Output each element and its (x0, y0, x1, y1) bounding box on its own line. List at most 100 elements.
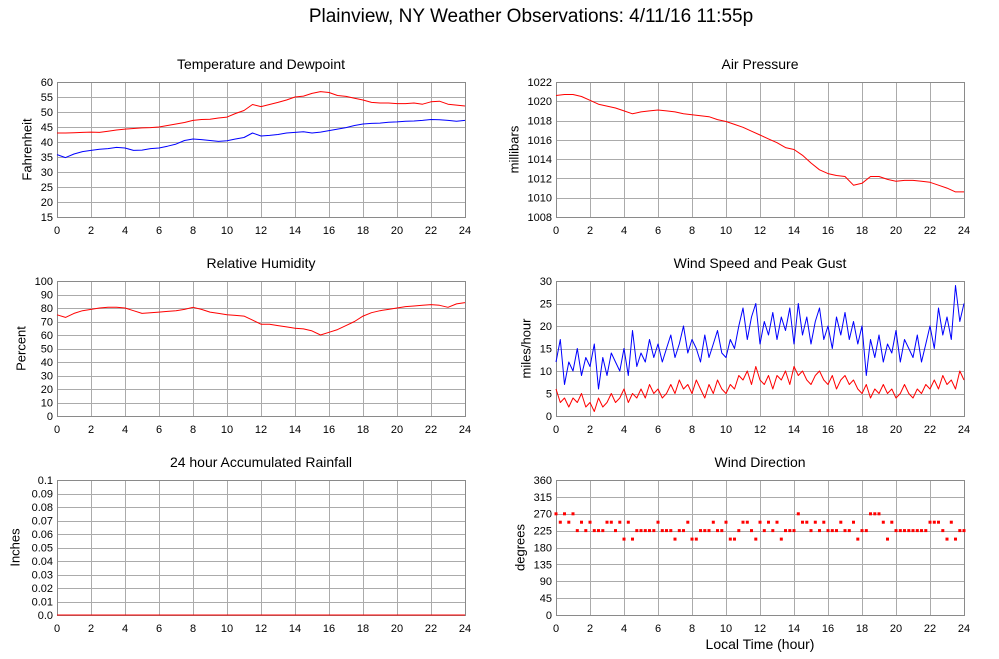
x-tick-label: 24 (958, 424, 970, 436)
y-tick-label: 20 (540, 321, 552, 333)
scatter-point (707, 529, 711, 533)
x-tick-label: 20 (890, 424, 902, 436)
scatter-point (860, 529, 864, 533)
x-tick-label: 22 (425, 424, 437, 436)
chart-wind-direction: 0 2 4 6 8 10 12 14 16 18 20 22 240459013518022527031… (513, 454, 971, 652)
scatter-point (869, 512, 872, 516)
scatter-point (724, 520, 728, 524)
x-tick-label: 14 (788, 225, 800, 237)
x-tick-label: 6 (156, 424, 162, 436)
y-tick-label: 20 (41, 197, 53, 209)
x-tick-label: 0 (54, 424, 60, 436)
x-tick-label: 16 (323, 424, 335, 436)
scatter-point (856, 537, 860, 541)
y-tick-label: 30 (41, 167, 53, 179)
x-tick-label: 20 (391, 225, 403, 237)
y-tick-label: 80 (41, 303, 53, 315)
y-tick-label: 15 (41, 212, 53, 224)
y-tick-label: 315 (534, 492, 552, 504)
scatter-point (648, 529, 651, 533)
y-tick-label: 90 (540, 576, 552, 588)
scatter-point (903, 529, 906, 533)
scatter-point (558, 520, 562, 524)
y-tick-label: 0 (546, 411, 552, 423)
scatter-point (830, 529, 834, 533)
x-tick-label: 2 (587, 623, 593, 635)
x-tick-label: 10 (720, 424, 732, 436)
scatter-point (809, 529, 813, 533)
x-tick-label: 0 (54, 225, 60, 237)
scatter-point (771, 529, 775, 533)
y-tick-label: 135 (534, 559, 552, 571)
y-tick-label: 60 (41, 77, 53, 89)
x-tick-label: 4 (122, 424, 128, 436)
scatter-point (694, 537, 698, 541)
x-tick-label: 16 (822, 225, 834, 237)
scatter-point (822, 520, 826, 524)
x-tick-label: 12 (754, 623, 766, 635)
scatter-point (852, 520, 855, 524)
chart-title: 24 hour Accumulated Rainfall (170, 454, 352, 470)
scatter-point (554, 512, 558, 516)
x-tick-label: 18 (856, 623, 868, 635)
y-tick-label: 30 (540, 276, 552, 288)
scatter-point (894, 529, 898, 533)
scatter-point (720, 529, 724, 533)
scatter-point (835, 529, 838, 533)
x-tick-label: 8 (689, 225, 695, 237)
scatter-point (592, 529, 596, 533)
x-tick-label: 14 (788, 623, 800, 635)
scatter-point (864, 529, 868, 533)
scatter-point (779, 537, 783, 541)
y-tick-label: 50 (41, 343, 53, 355)
y-tick-label: 25 (540, 298, 552, 310)
x-tick-label: 18 (357, 424, 369, 436)
scatter-point (937, 520, 940, 524)
y-tick-label: 40 (41, 137, 53, 149)
scatter-point (873, 512, 877, 516)
scatter-point (945, 537, 949, 541)
chart-title: Wind Direction (714, 454, 805, 470)
scatter-point (762, 529, 766, 533)
x-tick-label: 18 (357, 623, 369, 635)
y-tick-label: 0.02 (32, 583, 53, 595)
scatter-point (784, 529, 787, 533)
y-tick-label: 25 (41, 182, 53, 194)
scatter-point (881, 520, 885, 524)
scatter-point (584, 529, 588, 533)
x-tick-label: 12 (255, 424, 267, 436)
y-tick-label: 0.01 (32, 596, 53, 608)
scatter-point (813, 520, 817, 524)
scatter-point (588, 520, 592, 524)
y-tick-label: 1016 (528, 135, 552, 147)
x-tick-label: 2 (88, 225, 94, 237)
x-tick-label: 8 (190, 225, 196, 237)
y-tick-label: 15 (540, 343, 552, 355)
scatter-point (767, 520, 770, 524)
scatter-point (699, 529, 702, 533)
chart-temperature-dewpoint: 0 2 4 6 8 10 12 14 16 18 20 22 241520253035404550556… (20, 56, 472, 237)
series-line-2 (56, 119, 466, 159)
x-tick-label: 8 (689, 623, 695, 635)
y-tick-label: 0.06 (32, 529, 53, 541)
x-tick-label: 18 (357, 225, 369, 237)
y-tick-label: 1018 (528, 115, 552, 127)
scatter-point (928, 520, 932, 524)
x-tick-label: 8 (689, 424, 695, 436)
scatter-point (669, 529, 673, 533)
scatter-point (792, 529, 796, 533)
y-tick-label: 10 (41, 397, 53, 409)
scatter-point (618, 520, 622, 524)
x-tick-label: 2 (88, 424, 94, 436)
scatter-point (796, 512, 800, 516)
x-tick-label: 18 (856, 225, 868, 237)
chart-air-pressure: 0 2 4 6 8 10 12 14 16 18 20 22 241008101010121014101… (507, 56, 971, 237)
scatter-point (643, 529, 647, 533)
y-tick-label: 55 (41, 92, 53, 104)
scatter-point (733, 537, 736, 541)
x-tick-label: 10 (221, 623, 233, 635)
scatter-point (788, 529, 792, 533)
x-tick-label: 0 (54, 623, 60, 635)
x-tick-label: 4 (621, 623, 627, 635)
